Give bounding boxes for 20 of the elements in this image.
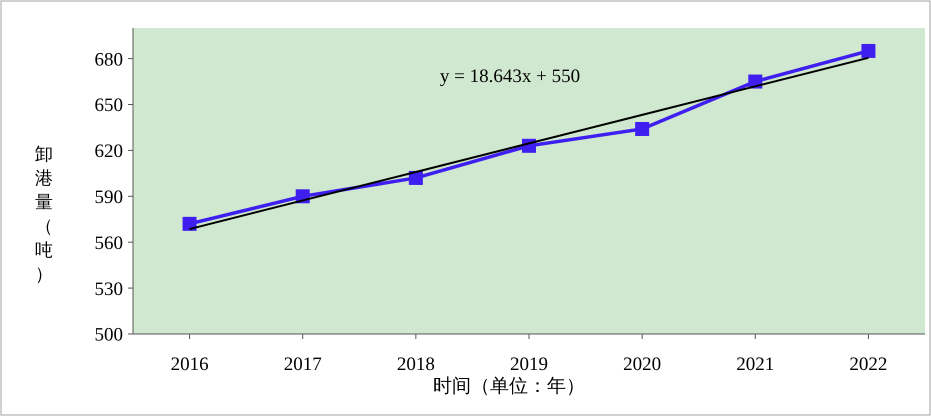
point [635,122,650,136]
x-tick-label: 2022 [849,354,888,375]
y-tick-label: 500 [94,324,123,346]
y-tick-label: 650 [94,95,123,116]
point [182,216,197,231]
x-axis-title: 时间（单位：年） [433,376,585,397]
x-tick-label: 2020 [623,354,662,375]
y-axis-title: 卸港量（吨） [35,144,53,284]
x-tick-label: 2018 [396,354,435,375]
y-tick-label: 620 [94,141,123,162]
y-tick-label: 560 [94,232,123,254]
y-tick-label: 680 [94,49,123,70]
x-tick-label: 2016 [170,354,209,375]
x-tick-label: 2021 [736,354,774,375]
annotation: y = 18.643x + 550 [440,66,580,87]
y-tick-label: 590 [94,186,123,208]
point [861,44,876,58]
x-tick-label: 2019 [510,354,548,375]
y-tick-label: 530 [94,278,123,300]
x-tick-label: 2017 [284,354,322,375]
